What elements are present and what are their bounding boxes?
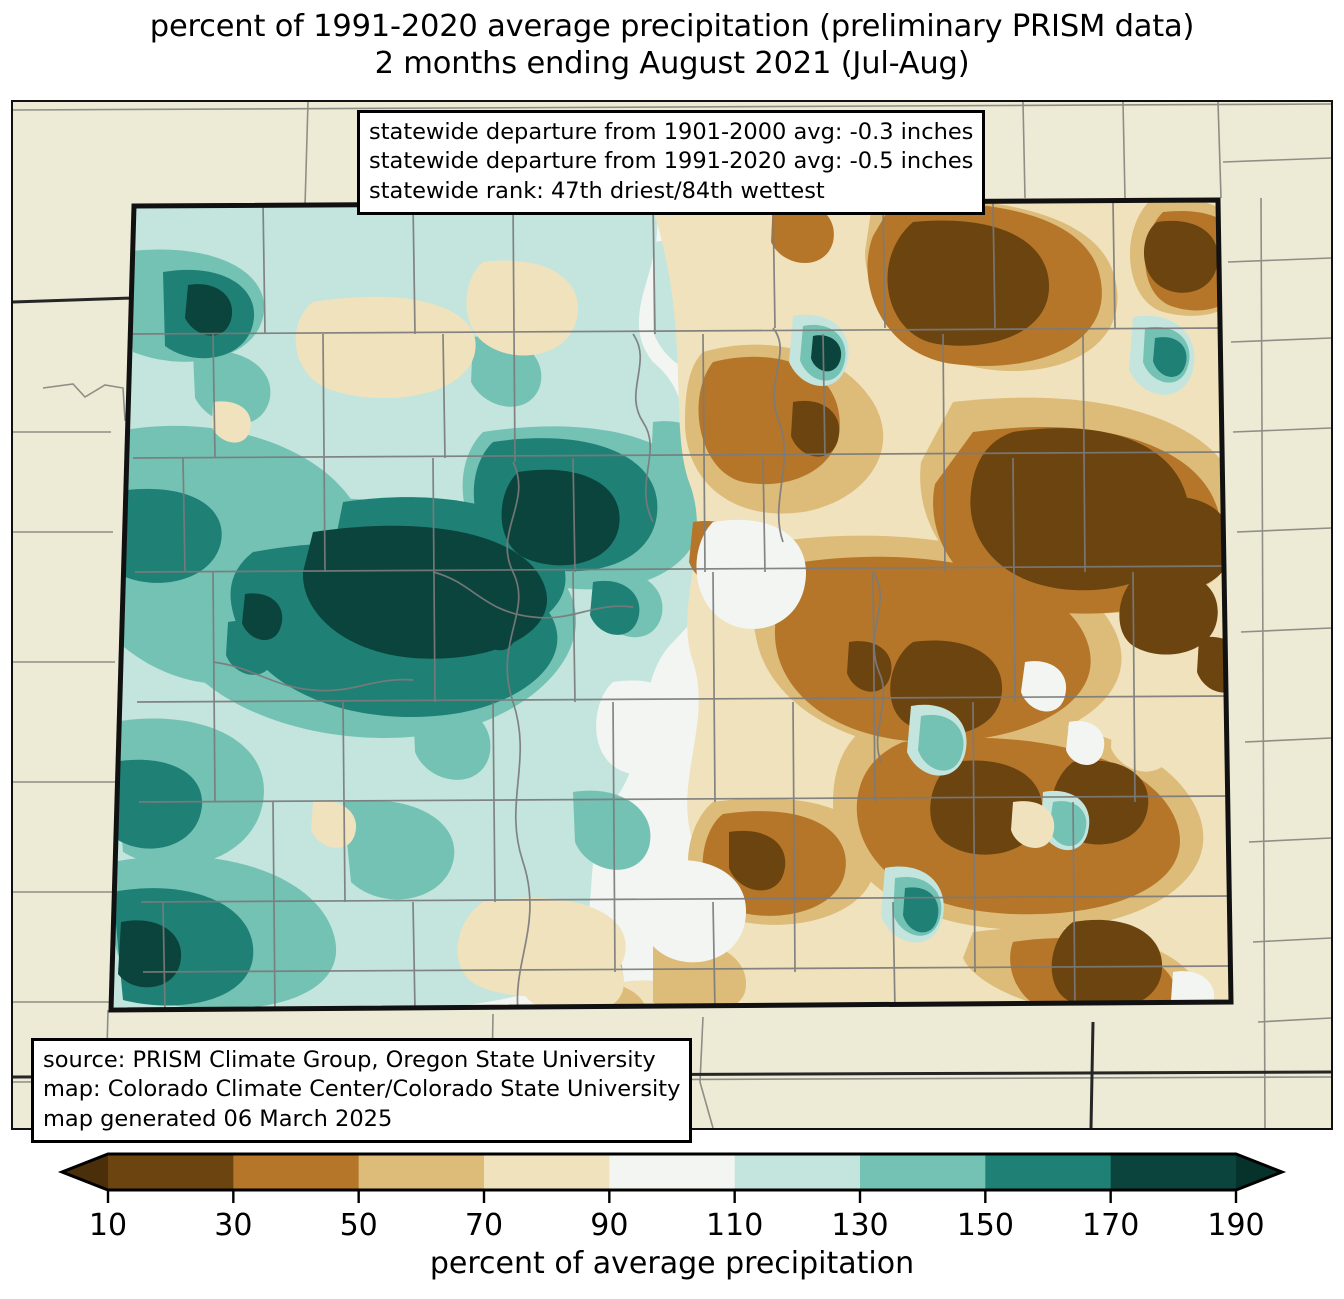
colorbar-band: [860, 1154, 986, 1190]
colorbar-panel: 10 30 50 70 90 110 130 150 170 190 percent of ave…: [0, 1148, 1344, 1299]
colorbar: 10 30 50 70 90 110 130 150 170 190: [57, 1152, 1287, 1243]
source-line-3: map generated 06 March 2025: [43, 1105, 393, 1132]
source-line-1: source: PRISM Climate Group, Oregon Stat…: [43, 1047, 656, 1073]
colorbar-tick-label: 170: [1082, 1208, 1139, 1243]
colorbar-tick-label: 90: [590, 1208, 628, 1243]
county-boundaries: [130, 201, 1231, 1010]
map-panel: [11, 100, 1333, 1130]
colorbar-tick-label: 70: [465, 1208, 503, 1243]
colorbar-tick-label: 110: [706, 1208, 763, 1243]
colorbar-band: [484, 1154, 610, 1190]
statewide-stats-box: statewide departure from 1901-2000 avg: …: [357, 110, 986, 215]
colorbar-ticks: [106, 1190, 1238, 1203]
colorbar-tick-label: 10: [89, 1208, 127, 1243]
source-attribution-box: source: PRISM Climate Group, Oregon Stat…: [31, 1038, 693, 1143]
source-line-2: map: Colorado Climate Center/Colorado St…: [43, 1076, 681, 1103]
stats-line-3: statewide rank: 47th driest/84th wettest: [369, 177, 825, 204]
colorbar-tick-label: 150: [957, 1208, 1014, 1243]
colorbar-band: [1110, 1154, 1237, 1190]
colorbar-band: [609, 1154, 736, 1190]
colorbar-tick-label: 130: [831, 1208, 888, 1243]
stats-line-1: statewide departure from 1901-2000 avg: …: [369, 119, 974, 145]
colorbar-bands: [62, 1154, 1282, 1190]
colorbar-band: [233, 1154, 360, 1190]
colorbar-axis-label: percent of average precipitation: [429, 1246, 915, 1281]
precip-contour-fill: [111, 200, 1231, 1010]
colorbar-under-arrow: [62, 1154, 108, 1190]
title-line-1: percent of 1991-2020 average precipitati…: [149, 9, 1195, 44]
colorbar-band: [734, 1154, 861, 1190]
page-title: percent of 1991-2020 average precipitati…: [0, 8, 1344, 82]
colorbar-tick-labels: 10 30 50 70 90 110 130 150 170 190: [89, 1208, 1265, 1243]
colorbar-band: [358, 1154, 485, 1190]
colorbar-over-arrow: [1236, 1154, 1282, 1190]
stats-line-2: statewide departure from 1991-2020 avg: …: [369, 148, 974, 175]
precipitation-choropleth-map: [13, 102, 1331, 1128]
title-line-2: 2 months ending August 2021 (Jul-Aug): [374, 46, 970, 82]
colorbar-tick-label: 30: [214, 1208, 252, 1243]
colorbar-tick-label: 190: [1207, 1208, 1264, 1243]
colorbar-band: [108, 1154, 234, 1190]
colorbar-band: [985, 1154, 1112, 1190]
colorbar-tick-label: 50: [340, 1208, 378, 1243]
